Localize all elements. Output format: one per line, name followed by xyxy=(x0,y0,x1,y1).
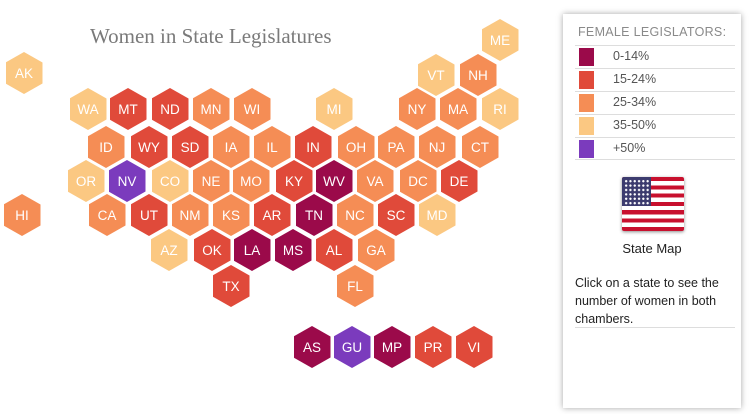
state-hex-nh[interactable]: NH xyxy=(459,54,497,96)
state-hex-in[interactable]: IN xyxy=(294,126,332,168)
legend-title: FEMALE LEGISLATORS: xyxy=(578,25,727,39)
state-hex-or[interactable]: OR xyxy=(67,160,105,202)
state-hex-dc[interactable]: DC xyxy=(399,160,437,202)
state-hex-nv[interactable]: NV xyxy=(108,160,146,202)
legend-swatch xyxy=(579,71,594,89)
instructions-text: Click on a state to see the number of wo… xyxy=(575,276,719,326)
state-hex-wi[interactable]: WI xyxy=(233,88,271,130)
state-map-link[interactable]: State Map xyxy=(622,241,682,256)
state-hex-ga[interactable]: GA xyxy=(357,229,395,271)
state-hex-pr[interactable]: PR xyxy=(414,326,452,368)
state-hex-tx[interactable]: TX xyxy=(212,265,250,307)
state-hex-ne[interactable]: NE xyxy=(192,160,230,202)
state-hex-pa[interactable]: PA xyxy=(377,126,415,168)
state-hex-la[interactable]: LA xyxy=(233,229,271,271)
state-hex-gu[interactable]: GU xyxy=(333,326,371,368)
state-hex-as[interactable]: AS xyxy=(293,326,331,368)
state-hex-al[interactable]: AL xyxy=(315,229,353,271)
state-hex-mi[interactable]: MI xyxy=(315,88,353,130)
map-title: Women in State Legislatures xyxy=(90,24,332,48)
legend-swatch xyxy=(579,94,594,112)
state-hex-mn[interactable]: MN xyxy=(192,88,230,130)
state-hex-ok[interactable]: OK xyxy=(193,229,231,271)
legend-label: +50% xyxy=(613,141,646,155)
state-hex-sc[interactable]: SC xyxy=(377,194,415,236)
state-hex-co[interactable]: CO xyxy=(151,160,189,202)
state-hex-mp[interactable]: MP xyxy=(373,326,411,368)
state-hex-wa[interactable]: WA xyxy=(69,88,107,130)
state-hex-fl[interactable]: FL xyxy=(336,265,374,307)
state-hex-ri[interactable]: RI xyxy=(481,88,519,130)
state-hex-ks[interactable]: KS xyxy=(212,194,250,236)
state-hex-id[interactable]: ID xyxy=(87,126,125,168)
state-hex-tn[interactable]: TN xyxy=(295,194,333,236)
legend-swatch xyxy=(579,48,594,66)
legend-swatch xyxy=(579,140,594,158)
state-hex-oh[interactable]: OH xyxy=(337,126,375,168)
flag-canton xyxy=(622,177,651,206)
us-flag-icon[interactable] xyxy=(622,177,684,231)
legend-item-15-24: 15-24% xyxy=(575,68,735,91)
legend-divider xyxy=(575,159,735,160)
state-hex-nd[interactable]: ND xyxy=(151,88,189,130)
state-hex-ar[interactable]: AR xyxy=(253,194,291,236)
state-hex-ca[interactable]: CA xyxy=(88,194,126,236)
state-hex-il[interactable]: IL xyxy=(253,126,291,168)
state-hex-de[interactable]: DE xyxy=(440,160,478,202)
state-hex-ct[interactable]: CT xyxy=(461,126,499,168)
legend-item-50-plus: +50% xyxy=(575,137,735,160)
state-hex-sd[interactable]: SD xyxy=(171,126,209,168)
state-hex-md[interactable]: MD xyxy=(418,194,456,236)
state-hex-ia[interactable]: IA xyxy=(212,126,250,168)
state-hex-vt[interactable]: VT xyxy=(417,54,455,96)
legend-label: 0-14% xyxy=(613,49,650,63)
state-hex-ma[interactable]: MA xyxy=(439,88,477,130)
legend-item-25-34: 25-34% xyxy=(575,91,735,114)
state-hex-nj[interactable]: NJ xyxy=(418,126,456,168)
state-hex-ut[interactable]: UT xyxy=(130,194,168,236)
legend-panel: FEMALE LEGISLATORS: 0-14% 15-24% 25-34% … xyxy=(563,14,741,408)
legend-item-0-14: 0-14% xyxy=(575,45,735,68)
state-hex-mt[interactable]: MT xyxy=(109,88,147,130)
state-hex-ak[interactable]: AK xyxy=(5,52,43,94)
flag-stars xyxy=(624,179,650,205)
state-hex-nm[interactable]: NM xyxy=(171,194,209,236)
state-hex-ny[interactable]: NY xyxy=(398,88,436,130)
state-hex-vi[interactable]: VI xyxy=(455,326,493,368)
hex-tile-map: AK ME VT NH WA MT ND MN WI MI NY MA RI ID WY SD IA IL IN OH… xyxy=(3,19,519,368)
legend-label: 25-34% xyxy=(613,95,657,109)
state-hex-hi[interactable]: HI xyxy=(3,194,41,236)
panel-divider xyxy=(575,327,735,328)
state-hex-az[interactable]: AZ xyxy=(150,229,188,271)
state-hex-wy[interactable]: WY xyxy=(130,126,168,168)
state-hex-ms[interactable]: MS xyxy=(274,229,312,271)
legend-swatch xyxy=(579,117,594,135)
state-hex-mo[interactable]: MO xyxy=(232,160,270,202)
state-hex-nc[interactable]: NC xyxy=(336,194,374,236)
state-hex-ky[interactable]: KY xyxy=(275,160,313,202)
legend-label: 15-24% xyxy=(613,72,657,86)
legend-label: 35-50% xyxy=(613,118,657,132)
legend-item-35-50: 35-50% xyxy=(575,114,735,137)
state-hex-me[interactable]: ME xyxy=(481,19,519,61)
state-hex-wv[interactable]: WV xyxy=(315,160,353,202)
state-hex-va[interactable]: VA xyxy=(356,160,394,202)
